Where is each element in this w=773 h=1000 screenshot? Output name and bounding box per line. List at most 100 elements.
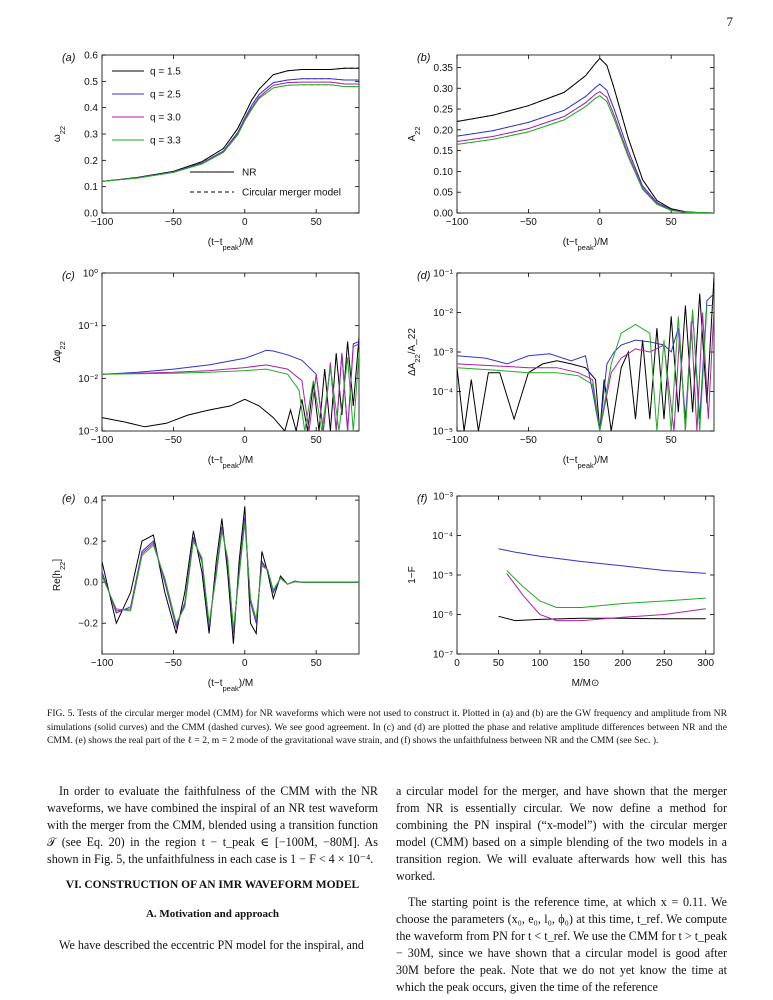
x-tick-label: −100	[91, 435, 114, 446]
panel-label: (d)	[417, 270, 431, 282]
series-line	[498, 548, 706, 574]
paragraph: a circular model for the merger, and hav…	[396, 784, 727, 883]
panel-label: (e)	[62, 493, 76, 505]
x-tick-label: 0	[242, 658, 248, 669]
x-tick-label: 50	[311, 217, 323, 228]
y-tick-label: 10⁰	[83, 269, 98, 280]
y-tick-label: 0.20	[434, 125, 454, 136]
x-tick-label: 150	[573, 658, 590, 669]
y-tick-label: 0.1	[84, 182, 98, 193]
y-tick-label: 0.35	[434, 63, 454, 74]
x-tick-label: 0	[242, 217, 248, 228]
series-line	[102, 343, 359, 431]
figure-caption: FIG. 5. Tests of the circular merger mod…	[47, 708, 727, 747]
x-tick-label: 300	[697, 658, 714, 669]
series-line	[457, 276, 714, 431]
y-tick-label: 0.5	[84, 77, 98, 88]
paragraph: We have described the eccentric PN model…	[59, 938, 364, 952]
y-tick-label: 10⁻⁷	[433, 650, 453, 661]
y-tick-label: 10⁻⁴	[432, 531, 453, 542]
y-axis-label: 1−F	[407, 566, 418, 584]
y-tick-label: 0.10	[434, 167, 454, 178]
series-line	[457, 83, 714, 213]
x-axis-label: (t−tpeak)/M	[563, 237, 608, 252]
series-line	[102, 337, 359, 431]
x-tick-label: −100	[446, 217, 469, 228]
series-line	[457, 95, 714, 213]
plot-frame	[456, 495, 715, 655]
legend-entry: NR	[242, 168, 256, 179]
plot-frame	[101, 495, 360, 655]
series-line-dashed	[457, 95, 714, 213]
series-line	[457, 305, 714, 431]
y-tick-label: 0.4	[84, 103, 98, 114]
x-tick-label: −50	[165, 435, 182, 446]
y-tick-label: 0.0	[84, 209, 98, 220]
y-tick-label: 0.00	[434, 209, 454, 220]
x-tick-label: 50	[311, 658, 323, 669]
y-tick-label: 10⁻⁶	[432, 610, 453, 621]
series-line	[457, 90, 714, 213]
legend-entry: q = 3.3	[150, 136, 181, 147]
y-tick-label: 0.25	[434, 105, 454, 116]
series-line-dashed	[457, 83, 714, 213]
y-tick-label: 0.0	[84, 578, 98, 589]
y-tick-label: 10⁻⁵	[432, 571, 453, 582]
plot-frame	[456, 54, 715, 214]
series-line-dashed	[102, 67, 359, 182]
x-axis-label: (t−tpeak)/M	[208, 237, 253, 252]
series-line	[102, 520, 359, 632]
y-tick-label: 10⁻⁴	[432, 387, 453, 398]
left-column: In order to evaluate the faithfulness of…	[47, 783, 378, 954]
y-tick-label: 0.15	[434, 146, 454, 157]
x-tick-label: −50	[520, 217, 537, 228]
subsection-heading: A. Motivation and approach	[145, 908, 280, 920]
x-tick-label: 50	[493, 658, 505, 669]
x-tick-label: 200	[614, 658, 631, 669]
y-tick-label: 0.6	[84, 51, 98, 62]
x-tick-label: 50	[311, 435, 323, 446]
chart-panel-2: (b) −100 −50 0 50 0.00 0.05 0.10 0.15 0.20 0.25 0.3…	[417, 52, 715, 228]
y-axis-label: Δφ22	[52, 341, 67, 363]
paragraph: In order to evaluate the faithfulness of…	[47, 784, 378, 866]
y-tick-label: 0.30	[434, 84, 454, 95]
panel-label: (c)	[62, 270, 75, 282]
series-line	[506, 570, 706, 608]
y-tick-label: 10⁻²	[433, 308, 453, 319]
y-tick-label: 10⁻²	[78, 374, 98, 385]
panel-label: (f)	[417, 493, 428, 505]
paragraph: The starting point is the reference time…	[396, 895, 727, 994]
chart-panel-6: (f) 0 50 100 150 200 250 300 10⁻⁷ 10⁻⁶ 10⁻⁵ 10⁻⁴ 10⁻…	[417, 492, 714, 670]
series-line-dashed	[457, 57, 714, 213]
series-line-dashed	[102, 81, 359, 182]
chart-panel-4: (d) −100 −50 0 50 10⁻⁵ 10⁻⁴ 10⁻³ 10⁻² 10⁻¹	[417, 269, 715, 446]
series-line	[102, 81, 359, 182]
x-axis-label: (t−tpeak)/M	[563, 455, 608, 470]
legend-entry: q = 1.5	[150, 67, 181, 78]
y-tick-label: 10⁻³	[433, 492, 453, 503]
plot-frame	[101, 272, 360, 432]
y-axis-label: ΔA22/A_22	[407, 328, 422, 376]
y-axis-label: Re[h22]	[52, 559, 67, 591]
series-line	[457, 309, 714, 431]
panel-label: (b)	[417, 52, 431, 64]
legend-entry: Circular merger model	[242, 188, 341, 199]
x-tick-label: 0	[597, 217, 603, 228]
y-tick-label: 0.2	[84, 156, 98, 167]
panel-label: (a)	[62, 52, 76, 64]
legend-entry: q = 3.0	[150, 113, 181, 124]
series-line	[102, 84, 359, 182]
y-tick-label: 10⁻³	[78, 427, 98, 438]
y-tick-label: 0.4	[84, 496, 98, 507]
y-tick-label: 0.3	[84, 130, 98, 141]
x-tick-label: −50	[520, 435, 537, 446]
x-tick-label: 250	[656, 658, 673, 669]
chart-panel-3: (c) −100 −50 0 50 10⁻³ 10⁻² 10⁻¹ 10⁰	[62, 269, 360, 446]
series-line	[102, 522, 359, 630]
x-tick-label: 50	[666, 435, 678, 446]
y-tick-label: 10⁻¹	[78, 321, 98, 332]
x-tick-label: 50	[666, 217, 678, 228]
x-tick-label: −50	[165, 217, 182, 228]
legend-entry: q = 2.5	[150, 90, 181, 101]
series-line	[498, 615, 706, 622]
